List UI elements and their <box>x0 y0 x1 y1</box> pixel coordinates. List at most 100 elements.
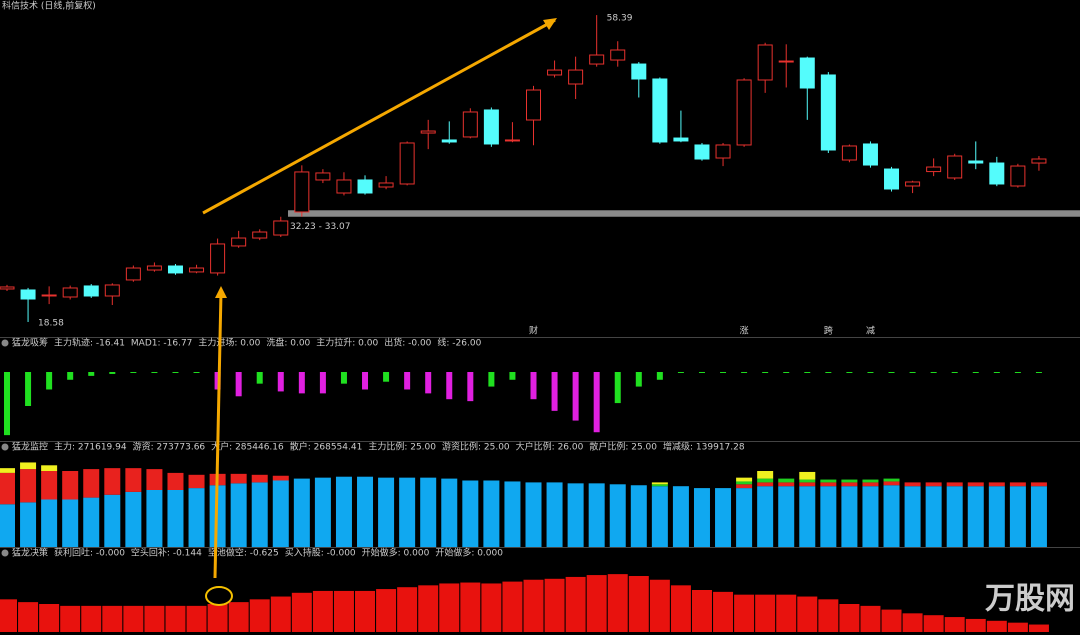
bar <box>614 372 621 404</box>
event-marker: 减 <box>866 325 875 337</box>
candle-body <box>252 231 268 239</box>
bar-segment <box>588 483 605 547</box>
bar-segment <box>736 484 753 489</box>
bar <box>776 594 797 632</box>
candle-body <box>399 142 415 185</box>
candle-body <box>947 155 963 179</box>
bar <box>355 590 376 632</box>
bar <box>291 592 312 632</box>
bar <box>81 605 102 632</box>
indicator-value: 大户比例: 26.00 <box>516 441 584 453</box>
bar <box>677 372 684 373</box>
bar-segment <box>272 475 289 481</box>
bar-segment <box>715 488 732 547</box>
bar-segment <box>904 486 921 547</box>
bar-segment <box>20 502 37 547</box>
event-marker: 财 <box>529 325 538 337</box>
candle-body <box>1031 158 1047 164</box>
bar <box>635 372 642 387</box>
event-marker: 跨 <box>824 326 833 337</box>
bar <box>909 372 916 373</box>
bar <box>670 585 691 632</box>
candle-body <box>210 243 226 274</box>
bar-segment <box>0 468 15 473</box>
bar-segment <box>399 477 416 547</box>
indicator-value: 主力: 271619.94 <box>54 441 127 453</box>
highlight-circle <box>205 586 233 606</box>
bar <box>340 372 347 384</box>
gap-band <box>288 210 1080 217</box>
panel-title: 猛龙监控 <box>12 441 48 453</box>
bar <box>586 575 607 632</box>
bar <box>151 372 158 373</box>
bar <box>88 372 95 376</box>
bar-segment <box>41 499 58 547</box>
bar <box>867 372 874 373</box>
candle-body <box>273 220 289 236</box>
bar-segment <box>0 472 15 505</box>
bar-segment <box>757 482 774 487</box>
bar-segment <box>925 482 942 487</box>
candle-body <box>504 139 520 142</box>
bar-segment <box>41 471 58 500</box>
bar-segment <box>736 481 753 485</box>
bar-segment <box>862 479 879 483</box>
bar <box>298 372 305 394</box>
panel-icon <box>1 339 9 347</box>
bar <box>25 372 32 406</box>
candle-body <box>778 60 794 63</box>
bar-segment <box>62 499 79 547</box>
candle-body <box>631 63 647 80</box>
bar <box>713 591 734 632</box>
bar <box>734 594 755 632</box>
bar-segment <box>736 477 753 482</box>
candle-body <box>0 286 15 290</box>
bar <box>376 589 397 632</box>
bar <box>193 372 200 373</box>
bar-segment <box>967 482 984 487</box>
bar <box>762 372 769 373</box>
candle-body <box>1010 165 1026 187</box>
bar-segment <box>757 471 774 479</box>
bar-segment <box>251 482 268 547</box>
bar <box>418 585 439 632</box>
bar-segment <box>125 491 142 547</box>
bar-segment <box>799 482 816 487</box>
bar <box>67 372 74 380</box>
candle-body <box>862 143 878 166</box>
candle-body <box>189 267 205 273</box>
bar-segment <box>314 477 331 547</box>
bar-segment <box>988 486 1005 547</box>
bar <box>109 372 116 374</box>
bar-segment <box>820 479 837 483</box>
bar <box>825 372 832 373</box>
candle-body <box>146 265 162 271</box>
bar-segment <box>609 484 626 547</box>
candle-body <box>420 130 436 134</box>
bar-segment <box>820 482 837 487</box>
bar <box>720 372 727 373</box>
bar <box>1028 624 1049 632</box>
bar-segment <box>357 476 374 547</box>
bar <box>333 590 354 632</box>
candle-body <box>905 181 921 187</box>
bar <box>530 372 537 400</box>
bar <box>172 372 179 373</box>
bar-segment <box>125 468 142 492</box>
candle-body <box>441 139 457 143</box>
bar <box>818 599 839 632</box>
bar <box>467 372 474 402</box>
panel-icon <box>1 549 9 557</box>
bar <box>235 372 242 397</box>
bar-segment <box>778 478 795 483</box>
bar <box>993 372 1000 373</box>
bar-segment <box>946 486 963 547</box>
bar-segment <box>1009 482 1026 487</box>
panel-title: 猛龙决策 <box>12 547 48 559</box>
indicator-value: 散户: 268554.41 <box>290 441 363 453</box>
bar-segment <box>799 471 816 480</box>
bar-segment <box>146 469 163 490</box>
bar-segment <box>904 482 921 487</box>
candle-body <box>715 144 731 159</box>
bar <box>572 372 579 421</box>
